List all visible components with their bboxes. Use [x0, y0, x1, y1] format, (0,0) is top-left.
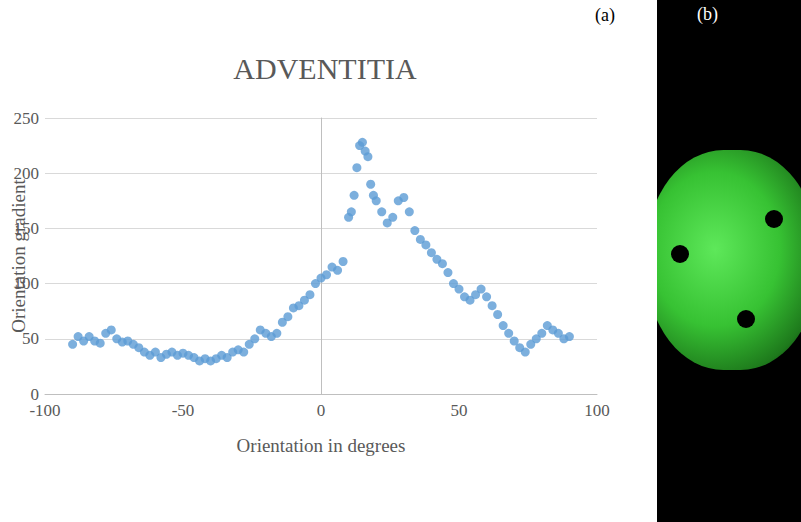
svg-text:100: 100	[14, 274, 40, 293]
svg-text:(a): (a)	[595, 5, 615, 26]
svg-text:100: 100	[584, 401, 610, 420]
svg-text:50: 50	[22, 329, 39, 348]
html-text:(b): (b)	[697, 4, 718, 24]
svg-text:-50: -50	[172, 401, 195, 420]
svg-text:-100: -100	[29, 401, 60, 420]
svg-text:200: 200	[14, 164, 40, 183]
svg-text:50: 50	[451, 401, 468, 420]
svg-text:Orientation in degrees: Orientation in degrees	[237, 435, 406, 456]
svg-text:150: 150	[14, 219, 40, 238]
svg-text:ADVENTITIA: ADVENTITIA	[233, 52, 417, 85]
svg-text:250: 250	[14, 109, 40, 128]
svg-text:Orientation gradient: Orientation gradient	[8, 179, 29, 333]
svg-text:0: 0	[30, 384, 39, 404]
svg-text:0: 0	[317, 401, 326, 420]
